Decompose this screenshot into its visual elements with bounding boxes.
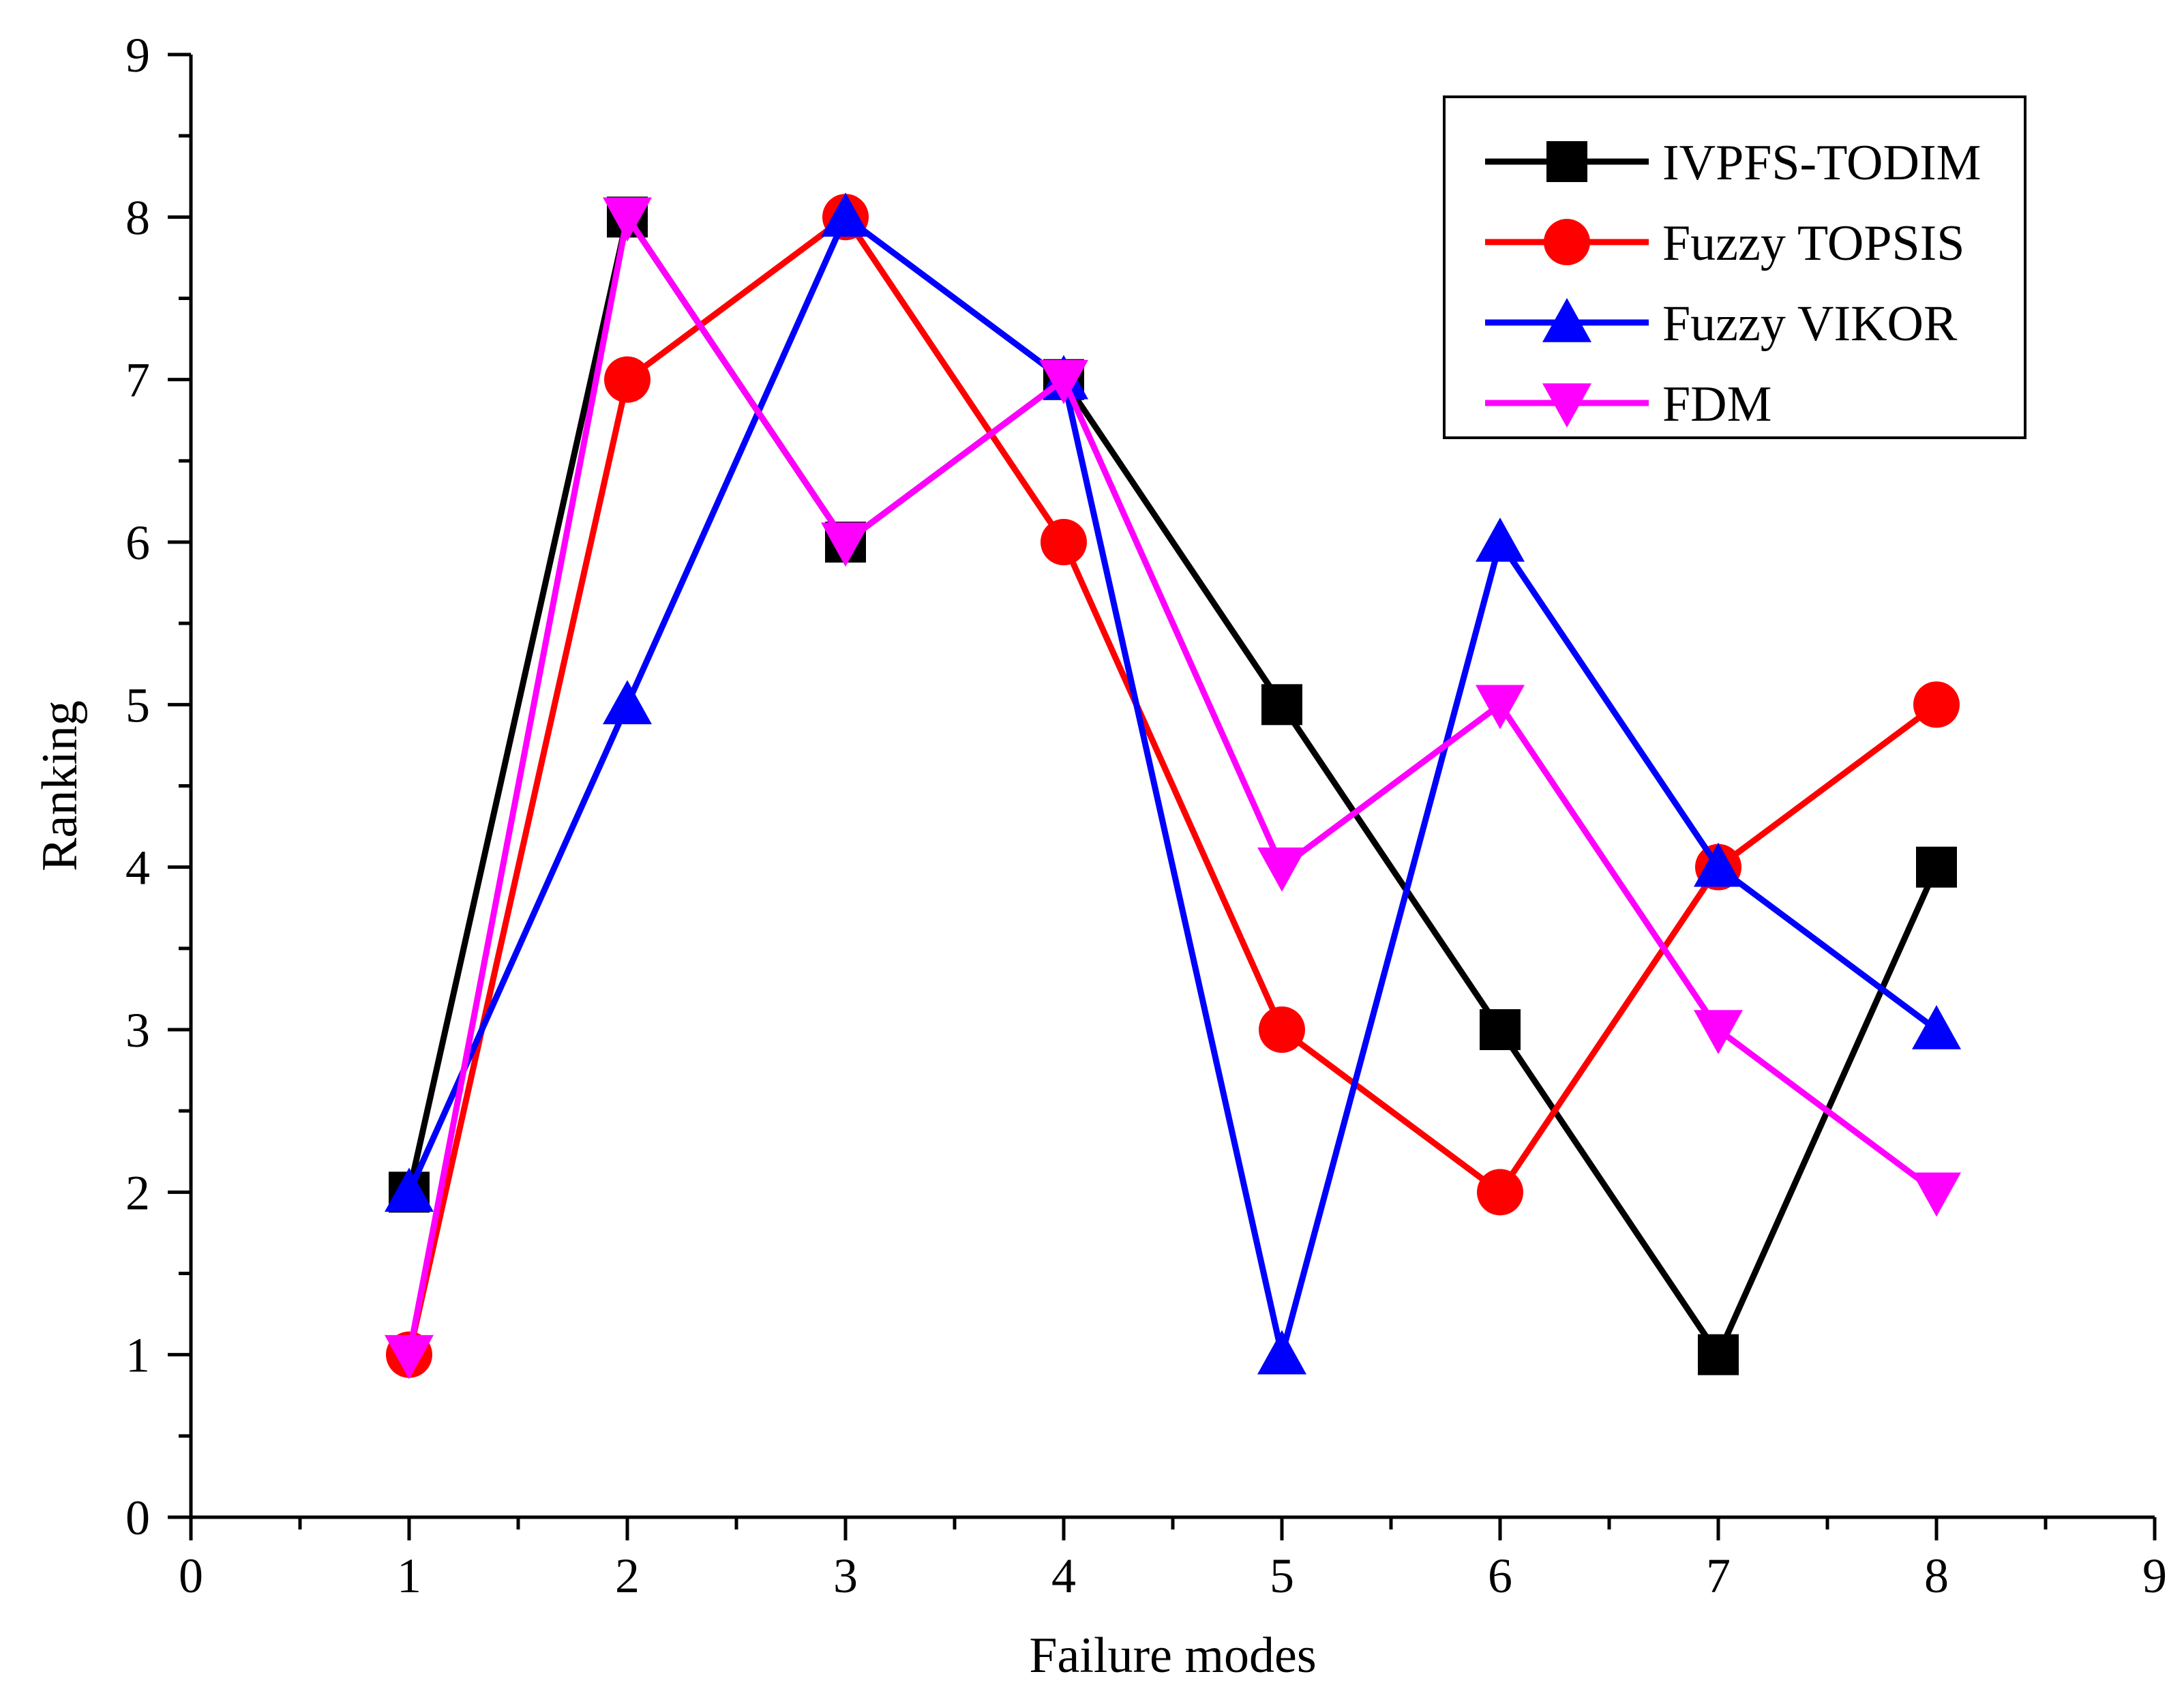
legend-item[interactable]: Fuzzy VIKOR bbox=[1485, 296, 1958, 352]
data-point bbox=[385, 1167, 434, 1212]
series-line bbox=[406, 209, 1939, 1356]
legend-item[interactable]: Fuzzy TOPSIS bbox=[1485, 215, 1964, 271]
series-layer bbox=[385, 192, 1961, 1379]
data-point bbox=[1698, 1334, 1739, 1375]
data-point bbox=[1259, 1006, 1305, 1053]
x-tick-label: 5 bbox=[1270, 1549, 1294, 1603]
legend-marker bbox=[1544, 219, 1590, 265]
data-point bbox=[1257, 847, 1306, 892]
data-point bbox=[385, 1334, 434, 1379]
x-tick-label: 6 bbox=[1488, 1549, 1512, 1603]
data-point bbox=[1261, 684, 1302, 726]
legend-marker bbox=[1546, 141, 1587, 182]
x-tick-label: 1 bbox=[397, 1549, 421, 1603]
data-point bbox=[1916, 846, 1957, 888]
data-point bbox=[821, 192, 870, 237]
x-tick-label: 3 bbox=[833, 1549, 858, 1603]
y-tick-label: 0 bbox=[125, 1491, 150, 1545]
y-tick-label: 4 bbox=[125, 841, 150, 895]
axes: 0 1 2 3 4 5 6 7 8 9 0 1 2 3 4 5 6 7 8 9 bbox=[125, 28, 2167, 1603]
y-tick-label: 8 bbox=[125, 190, 150, 245]
data-point bbox=[1912, 1005, 1961, 1049]
y-tick-label: 3 bbox=[125, 1003, 150, 1058]
data-point bbox=[1913, 681, 1960, 728]
data-point bbox=[821, 522, 870, 567]
series-fuzzy-vikor bbox=[385, 192, 1961, 1375]
x-tick-label: 9 bbox=[2142, 1549, 2167, 1603]
series-line bbox=[406, 212, 1939, 1356]
x-tick-label: 7 bbox=[1706, 1549, 1731, 1603]
data-point bbox=[1476, 685, 1525, 730]
series-fdm bbox=[385, 197, 1961, 1379]
y-axis-title: Ranking bbox=[32, 700, 88, 871]
data-point bbox=[1694, 842, 1743, 887]
data-point bbox=[1480, 1009, 1521, 1050]
data-point bbox=[1694, 1010, 1743, 1054]
y-tick-label: 7 bbox=[125, 353, 150, 408]
data-point bbox=[1041, 519, 1087, 565]
x-tick-label: 2 bbox=[615, 1549, 640, 1603]
y-tick-label: 5 bbox=[125, 678, 150, 732]
data-point bbox=[603, 197, 652, 242]
x-axis-title: Failure modes bbox=[1029, 1628, 1316, 1684]
legend-label: IVPFS-TODIM bbox=[1662, 135, 1981, 191]
x-tick-label: 0 bbox=[179, 1549, 203, 1603]
y-tick-label: 6 bbox=[125, 516, 150, 570]
data-point bbox=[1912, 1172, 1961, 1217]
legend-label: FDM bbox=[1662, 376, 1771, 432]
legend-marker bbox=[1542, 298, 1591, 342]
y-tick-label: 1 bbox=[125, 1328, 150, 1383]
legend-item[interactable]: FDM bbox=[1485, 376, 1771, 432]
data-point bbox=[1476, 518, 1525, 562]
legend-label: Fuzzy TOPSIS bbox=[1662, 215, 1964, 271]
data-point bbox=[604, 356, 650, 403]
y-tick-label: 2 bbox=[125, 1165, 150, 1220]
x-tick-label: 4 bbox=[1051, 1549, 1076, 1603]
legend-box bbox=[1443, 95, 2026, 439]
legend-label: Fuzzy VIKOR bbox=[1662, 296, 1958, 352]
legend-marker bbox=[1542, 383, 1591, 428]
y-tick-label: 9 bbox=[125, 28, 150, 83]
x-tick-label: 8 bbox=[1924, 1549, 1949, 1603]
data-point bbox=[1039, 359, 1088, 404]
legend-item[interactable]: IVPFS-TODIM bbox=[1485, 135, 1981, 191]
legend[interactable]: IVPFS-TODIM Fuzzy TOPSIS Fuzzy VIKOR FDM bbox=[1443, 95, 2026, 439]
data-point bbox=[1257, 1330, 1306, 1375]
series-line bbox=[406, 212, 1939, 1356]
data-point bbox=[1477, 1169, 1523, 1216]
data-point bbox=[603, 680, 652, 725]
